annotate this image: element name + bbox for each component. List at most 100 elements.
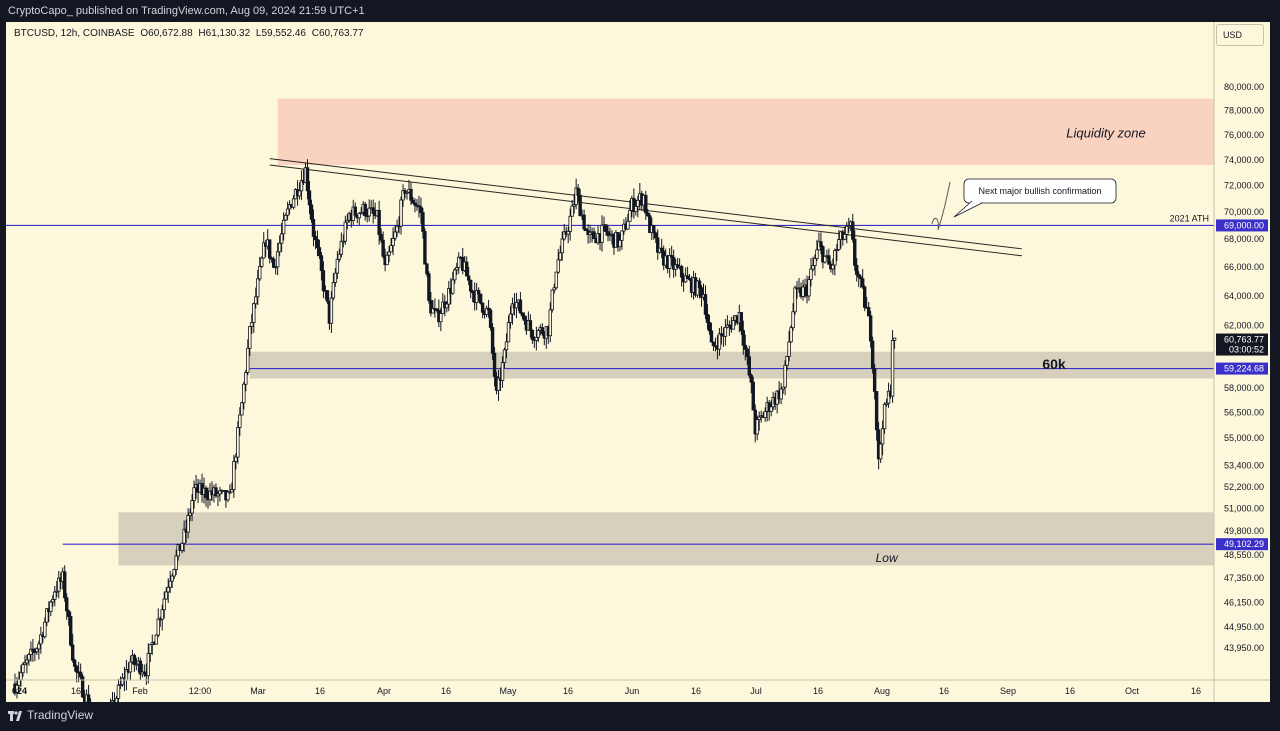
candle[interactable] <box>409 182 413 206</box>
candle[interactable] <box>427 271 431 304</box>
candle[interactable] <box>134 657 139 671</box>
candle[interactable] <box>632 188 636 219</box>
candle[interactable] <box>49 600 53 617</box>
candle[interactable] <box>572 193 576 214</box>
candle[interactable] <box>447 280 451 312</box>
candle[interactable] <box>552 283 556 294</box>
chart-frame[interactable]: Liquidity zone 60k Low 2021 ATH Next major b… <box>6 22 1270 702</box>
candle[interactable] <box>801 279 805 301</box>
candle[interactable] <box>188 508 192 522</box>
candle[interactable] <box>395 219 399 237</box>
candle[interactable] <box>72 658 77 672</box>
candle[interactable] <box>226 490 230 503</box>
candle[interactable] <box>311 209 316 247</box>
candle[interactable] <box>248 325 252 357</box>
candle[interactable] <box>283 213 288 221</box>
candle[interactable] <box>63 565 67 602</box>
candle[interactable] <box>162 591 166 619</box>
candle[interactable] <box>146 643 151 684</box>
candle[interactable] <box>556 248 560 274</box>
candle[interactable] <box>723 319 728 346</box>
candle[interactable] <box>232 454 236 498</box>
candle[interactable] <box>882 402 887 434</box>
candle[interactable] <box>363 201 367 221</box>
candle[interactable] <box>57 570 61 599</box>
candle[interactable] <box>357 212 361 225</box>
candle[interactable] <box>813 254 817 276</box>
candle[interactable] <box>244 369 248 392</box>
candle[interactable] <box>25 654 29 674</box>
candle[interactable] <box>172 568 176 580</box>
candle[interactable] <box>246 339 250 376</box>
candle[interactable] <box>260 256 264 268</box>
candle[interactable] <box>870 336 875 374</box>
candle[interactable] <box>230 482 234 493</box>
candle[interactable] <box>401 184 405 207</box>
candle[interactable] <box>536 328 541 343</box>
candle[interactable] <box>417 195 421 218</box>
candle[interactable] <box>70 633 75 663</box>
time-axis[interactable]: 024 16 Feb 12:00 Mar 16 Apr 16 May 16 Jun 16 Jul 16 Au… <box>6 679 1270 696</box>
candle[interactable] <box>866 301 871 317</box>
candle[interactable] <box>281 212 286 241</box>
candle[interactable] <box>309 199 314 223</box>
candle[interactable] <box>705 304 710 330</box>
candle[interactable] <box>419 197 423 224</box>
candle[interactable] <box>669 245 674 266</box>
candle[interactable] <box>855 258 859 282</box>
candle[interactable] <box>574 178 578 210</box>
candle[interactable] <box>21 661 25 677</box>
candle[interactable] <box>148 644 152 663</box>
candle[interactable] <box>470 289 475 303</box>
candle[interactable] <box>592 227 596 240</box>
liquidity-zone[interactable] <box>277 98 1214 165</box>
candle[interactable] <box>892 337 897 349</box>
candle[interactable] <box>791 303 795 331</box>
candle[interactable] <box>168 570 172 593</box>
candle[interactable] <box>353 202 357 217</box>
candle[interactable] <box>486 299 491 318</box>
candle[interactable] <box>831 258 835 275</box>
candle[interactable] <box>192 480 196 509</box>
candle[interactable] <box>862 285 867 312</box>
candle[interactable] <box>250 313 254 334</box>
candle[interactable] <box>65 593 69 620</box>
candle[interactable] <box>439 307 443 332</box>
candle[interactable] <box>478 293 483 305</box>
candle[interactable] <box>273 265 278 275</box>
candle[interactable] <box>371 199 375 224</box>
candle[interactable] <box>132 653 137 673</box>
candle[interactable] <box>321 261 326 299</box>
candle[interactable] <box>874 391 879 441</box>
candle[interactable] <box>465 256 469 277</box>
candle[interactable] <box>31 638 35 662</box>
candle[interactable] <box>558 245 562 262</box>
candle[interactable] <box>488 307 493 331</box>
candle[interactable] <box>252 302 256 333</box>
candle[interactable] <box>562 224 566 241</box>
candle[interactable] <box>68 611 73 647</box>
candle[interactable] <box>884 398 889 407</box>
candle[interactable] <box>548 302 552 343</box>
candle[interactable] <box>540 323 545 336</box>
support-zone-low[interactable] <box>118 512 1214 566</box>
candle[interactable] <box>393 225 397 241</box>
candle[interactable] <box>725 315 730 329</box>
candle[interactable] <box>648 212 652 234</box>
annotation-callout[interactable]: Next major bullish confirmation <box>953 178 1117 218</box>
candle[interactable] <box>435 308 439 313</box>
candle[interactable] <box>138 657 143 681</box>
candle[interactable] <box>466 266 471 286</box>
candle[interactable] <box>124 659 129 691</box>
candle[interactable] <box>164 587 168 600</box>
candle[interactable] <box>779 382 783 405</box>
candle[interactable] <box>755 415 759 441</box>
candle[interactable] <box>411 197 415 204</box>
candle[interactable] <box>528 314 533 338</box>
candle[interactable] <box>480 302 485 319</box>
candle[interactable] <box>861 269 865 289</box>
candle[interactable] <box>500 356 505 388</box>
candle[interactable] <box>242 381 246 410</box>
candle[interactable] <box>275 242 280 276</box>
candle[interactable] <box>33 647 37 662</box>
